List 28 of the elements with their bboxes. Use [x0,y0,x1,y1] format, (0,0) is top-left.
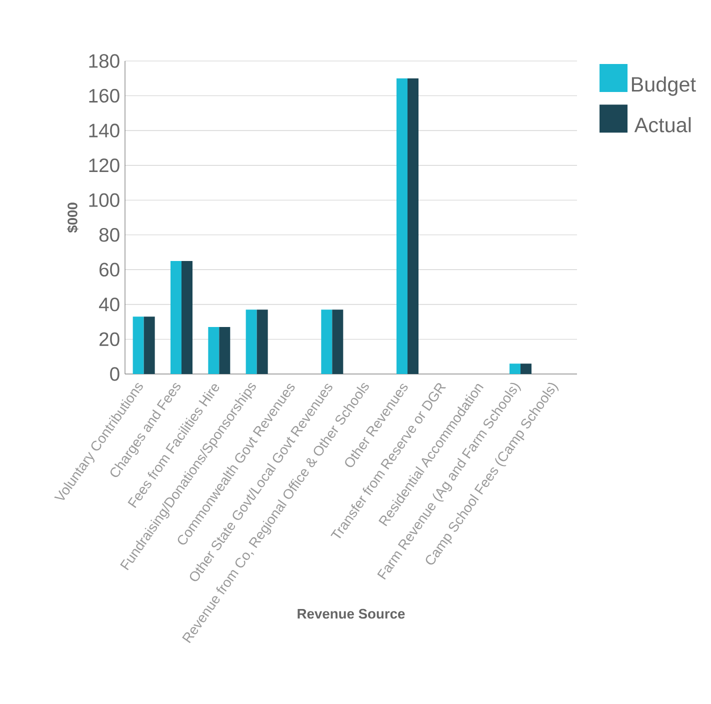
y-tick-label: 180 [89,54,120,68]
y-tick-label: 120 [89,158,120,172]
x-axis-title: Revenue Source [298,608,405,619]
bar [208,327,220,374]
y-tick-label: 80 [99,228,120,242]
legend-label: Actual [634,117,691,132]
legend-label: Budget [632,76,696,96]
bar [332,310,344,374]
bar [520,364,532,374]
bar [219,327,230,374]
bar [246,310,257,374]
bar [510,364,521,374]
y-tick-label: 0 [110,367,120,381]
bar [132,316,144,374]
y-tick-label: 140 [89,124,120,138]
bar [256,310,268,374]
y-tick-label: 100 [89,193,120,207]
y-axis-title: $000 [66,202,78,233]
y-tick-label: 160 [89,88,120,103]
bar [144,316,155,374]
bar [408,78,419,374]
y-tick-label: 60 [100,262,120,277]
y-tick-label: 20 [100,332,120,346]
y-tick-label: 40 [99,298,120,312]
bar [321,310,332,374]
bar [170,260,182,374]
bar [182,260,192,374]
bar [396,78,408,374]
